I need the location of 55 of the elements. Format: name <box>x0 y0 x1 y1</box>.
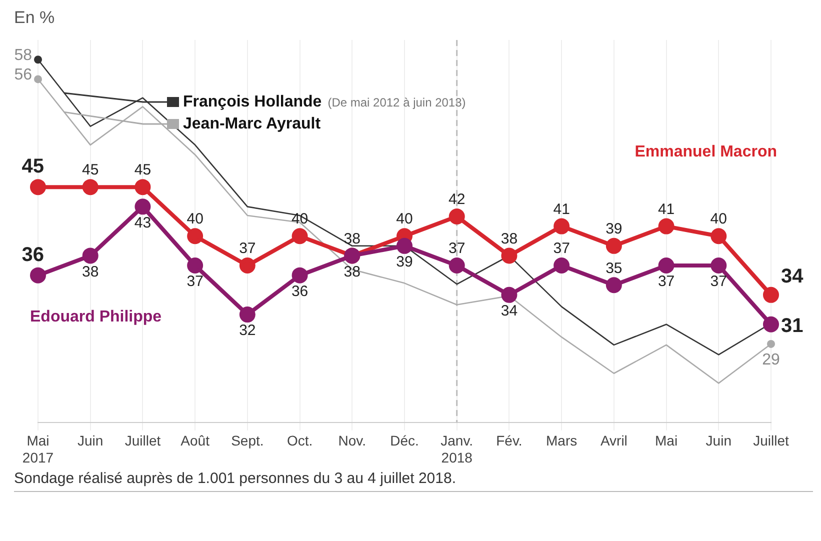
data-label: 40 <box>710 210 727 228</box>
data-label: 45 <box>134 162 152 179</box>
x-tick-label: Mars <box>546 432 578 449</box>
data-label: 35 <box>606 260 622 277</box>
data-label: 45 <box>22 156 44 178</box>
x-tick-label: Oct. <box>286 432 313 449</box>
data-label: 29 <box>762 351 780 368</box>
data-label: 36 <box>291 282 308 300</box>
data-label: 39 <box>606 220 622 238</box>
data-label: 34 <box>500 302 518 320</box>
data-label: 37 <box>239 240 256 258</box>
annotation: (De mai 2012 à juin 2013) <box>328 95 466 110</box>
data-label: 37 <box>710 273 727 290</box>
data-label: 37 <box>186 273 204 290</box>
x-tick-label: Juin <box>78 432 104 449</box>
data-label: 31 <box>781 314 804 337</box>
data-label: 38 <box>82 263 99 280</box>
legend-label: François Hollande <box>183 93 322 110</box>
x-tick-label: Mai <box>655 432 678 449</box>
x-tick-label: Juillet <box>124 432 161 449</box>
data-label: 34 <box>781 265 804 288</box>
data-label: 56 <box>14 66 32 84</box>
data-label: 37 <box>658 273 675 290</box>
data-label: 38 <box>500 230 518 248</box>
x-tick-label: Déc. <box>390 432 419 449</box>
data-label: 43 <box>134 214 152 232</box>
series-label: Edouard Philippe <box>30 308 162 326</box>
x-tick-label: Nov. <box>338 432 366 449</box>
data-label: 41 <box>658 200 675 218</box>
x-tick-label: Avril <box>600 432 628 449</box>
x-tick-label: Juillet <box>753 432 790 449</box>
x-tick-label: Mai 2017 <box>22 432 54 466</box>
data-label: 38 <box>344 230 360 248</box>
x-tick-label: Janv. 2018 <box>440 432 474 466</box>
data-label: 40 <box>186 210 204 228</box>
data-label: 40 <box>291 210 308 228</box>
data-label: 38 <box>344 263 360 280</box>
data-label: 37 <box>448 240 466 258</box>
x-tick-label: Fév. <box>496 432 522 449</box>
data-label: 42 <box>448 191 466 208</box>
x-tick-label: Sept. <box>231 432 264 449</box>
data-label: 36 <box>22 244 44 266</box>
data-label: 39 <box>396 254 413 271</box>
data-label: 37 <box>553 240 570 258</box>
data-label: 40 <box>396 210 413 228</box>
data-label: 58 <box>14 47 32 64</box>
data-label: 32 <box>239 322 256 340</box>
x-tick-label: Août <box>180 432 210 449</box>
x-tick-label: Juin <box>706 432 732 449</box>
data-label: 41 <box>553 200 570 218</box>
text: Emmanuel Macron <box>634 143 777 160</box>
chart-subtitle: En % <box>14 8 56 28</box>
text: Sondage réalisé auprès de 1.001 personnes du 3 au 4 juillet 2018. <box>14 470 813 492</box>
legend-label: Jean-Marc Ayrault <box>183 115 322 132</box>
data-label: 45 <box>82 162 99 179</box>
